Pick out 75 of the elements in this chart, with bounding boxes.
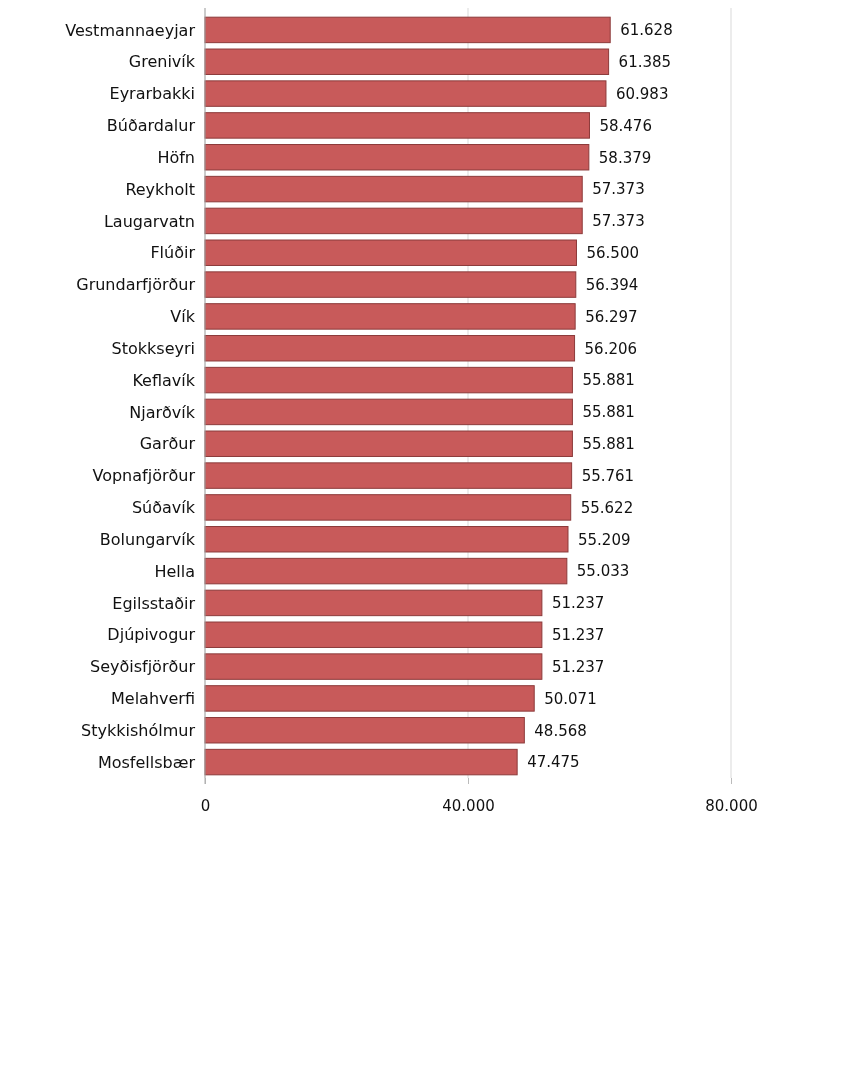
bar (204, 557, 568, 585)
y-tick-label: Melahverfi (110, 689, 195, 709)
data-label: 56.297 (585, 307, 638, 326)
y-tick-label: Egilsstaðir (112, 593, 196, 613)
data-label: 55.761 (581, 466, 635, 485)
y-tick-label: Grenivík (128, 52, 196, 72)
bar (204, 271, 577, 298)
bar (204, 16, 611, 44)
y-tick-label: Grundarfjörður (76, 275, 196, 295)
data-label: 55.881 (582, 435, 635, 453)
data-label: 58.379 (598, 148, 652, 167)
y-tick-label: Njarðvík (129, 402, 196, 422)
bar (204, 112, 590, 139)
y-tick-label: Seyðisfjörður (90, 657, 196, 677)
y-tick-label: Reykholt (125, 179, 195, 199)
y-tick-label: Vopnafjörður (92, 466, 196, 486)
bar (204, 80, 607, 107)
bar (204, 653, 543, 680)
data-label: 47.475 (527, 753, 580, 772)
data-label: 57.373 (592, 212, 645, 231)
y-tick-label: Bolungarvík (99, 529, 196, 549)
data-label: 57.373 (592, 180, 645, 199)
data-label: 51.237 (551, 626, 605, 644)
data-label: 56.206 (584, 339, 638, 358)
bar (204, 303, 576, 330)
bar (204, 526, 569, 553)
bar (204, 462, 573, 489)
data-label: 55.033 (576, 562, 630, 581)
y-tick-label: Hella (154, 561, 195, 581)
data-label: 48.568 (534, 721, 587, 740)
bar (204, 685, 535, 712)
data-label: 61.385 (618, 53, 672, 71)
y-tick-label: Höfn (157, 147, 195, 167)
data-label: 51.237 (551, 594, 605, 613)
y-tick-label: Djúpivogur (107, 625, 196, 645)
bar (204, 48, 610, 75)
bar (204, 335, 576, 362)
y-tick-label: Vík (170, 307, 196, 327)
data-label: 55.881 (582, 403, 635, 422)
data-label: 58.476 (599, 116, 652, 135)
y-tick-label: Mosfellsbær (97, 752, 196, 772)
y-tick-label: Flúðir (150, 243, 196, 263)
bar (204, 366, 573, 394)
y-tick-label: Laugarvatn (103, 211, 195, 231)
x-tick-label: 40.000 (442, 797, 495, 815)
y-tick-label: Stykkishólmur (81, 720, 196, 740)
bar (204, 748, 518, 776)
data-label: 51.237 (551, 657, 605, 676)
bar (204, 175, 583, 203)
bar (204, 207, 583, 235)
data-label: 60.983 (615, 84, 669, 103)
data-label: 55.881 (582, 371, 635, 390)
bar (204, 494, 572, 521)
bar (204, 717, 525, 744)
data-label: 50.071 (544, 689, 597, 708)
bar (204, 398, 573, 426)
data-label: 61.628 (620, 21, 673, 40)
data-label: 55.209 (578, 530, 631, 549)
bar (204, 621, 543, 648)
bar (204, 589, 543, 617)
data-label: 56.500 (586, 244, 639, 262)
data-label: 56.394 (585, 275, 639, 294)
y-tick-label: Garður (139, 434, 196, 454)
y-tick-label: Súðavík (131, 498, 196, 518)
y-tick-label: Keflavík (132, 370, 196, 390)
x-tick-label: 80.000 (705, 797, 758, 815)
y-tick-label: Stokkseyri (111, 338, 195, 358)
y-tick-label: Búðardalur (106, 116, 196, 136)
y-tick-label: Vestmannaeyjar (65, 20, 196, 40)
data-label: 55.622 (580, 498, 634, 517)
x-tick-label: 0 (200, 797, 211, 815)
bar (204, 144, 590, 171)
bar (204, 239, 577, 266)
bar (204, 430, 573, 457)
y-tick-label: Eyrarbakki (109, 84, 195, 104)
